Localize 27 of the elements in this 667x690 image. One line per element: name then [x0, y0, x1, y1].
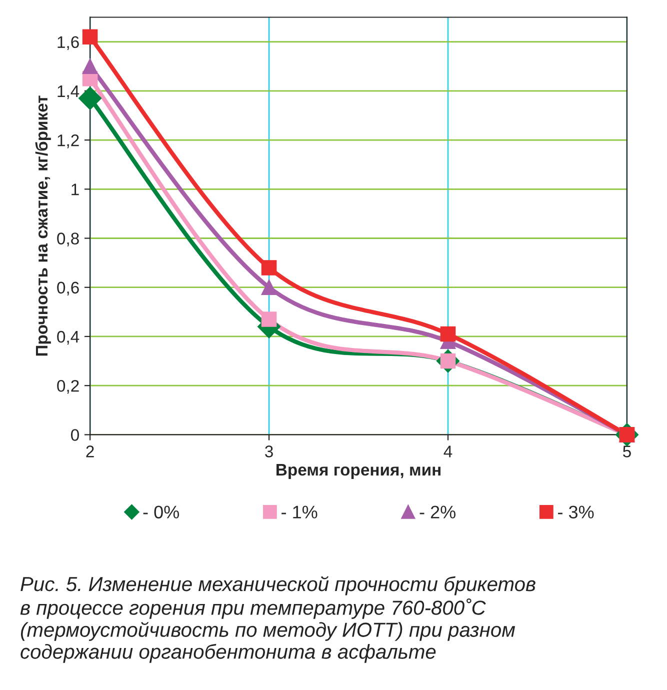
y-tick-label: 0,2: [57, 380, 79, 394]
y-axis-title: Прочность на сжатие, кг/брикет: [35, 96, 51, 356]
y-tick-label: 0,6: [57, 282, 79, 296]
y-tick-label: 1,4: [58, 85, 80, 100]
x-axis-title: Время горения, мин: [276, 464, 440, 479]
legend-label: - 0%: [143, 506, 180, 518]
point: [261, 260, 277, 276]
y-tick-label: 0,4: [57, 330, 80, 345]
point: [78, 86, 102, 110]
point: [261, 280, 277, 296]
legend-label: - 2%: [420, 506, 456, 518]
legend-label: - 1%: [282, 506, 318, 518]
point: [82, 29, 98, 45]
y-tick-label: 1,6: [58, 36, 79, 50]
y-tick-label: 1,2: [58, 134, 79, 148]
point: [261, 312, 277, 327]
x-tick-label: 3: [265, 446, 273, 458]
legend-label: - 3%: [558, 506, 594, 518]
point: [440, 326, 456, 342]
x-tick-label: 5: [623, 446, 631, 458]
text: Рис. 5. Изменение механической прочности брикетов в процессе горения при температуре 760-800˚С (термоустойчивость по методу ИОТТ) при разном содержании органобентонита в асфальте: [20, 576, 536, 663]
y-tick-label: 1: [72, 184, 79, 196]
x-tick-label: 2: [86, 446, 94, 458]
y-tick-label: 0: [71, 429, 79, 441]
y-tick-label: 0,8: [57, 232, 79, 246]
x-tick-label: 4: [444, 446, 452, 458]
point: [82, 58, 98, 74]
